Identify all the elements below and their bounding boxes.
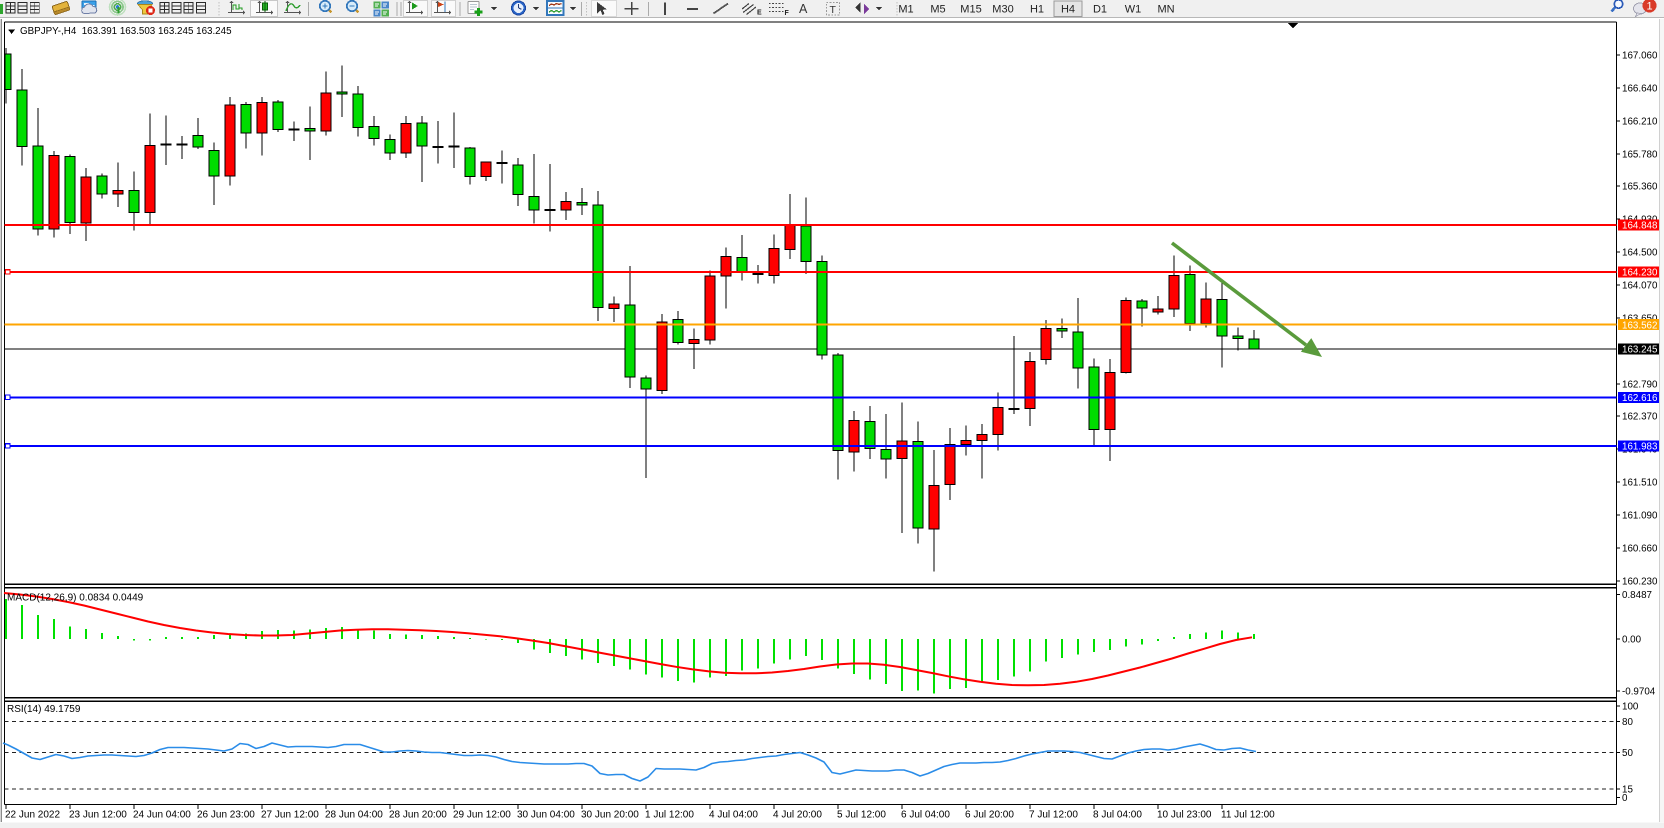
svg-text:164.230: 164.230 [1622,268,1658,279]
svg-text:100: 100 [1622,702,1639,713]
svg-text:A: A [799,2,808,16]
svg-text:M15: M15 [960,4,981,16]
svg-text:162.370: 162.370 [1622,412,1658,423]
svg-text:161.983: 161.983 [1622,442,1658,453]
svg-text:80: 80 [1622,717,1633,728]
svg-text:M30: M30 [992,4,1013,16]
svg-text:164.500: 164.500 [1622,248,1658,259]
svg-text:161.090: 161.090 [1622,511,1658,522]
svg-text:24 Jun 04:00: 24 Jun 04:00 [133,810,191,821]
svg-text:162.790: 162.790 [1622,380,1658,391]
svg-text:163.245: 163.245 [1622,344,1658,355]
svg-text:E: E [757,10,762,17]
svg-text:T: T [830,4,837,16]
svg-text:50: 50 [1622,748,1633,759]
svg-text:11 Jul 12:00: 11 Jul 12:00 [1221,810,1275,821]
svg-text:163.562: 163.562 [1622,320,1657,331]
svg-text:161.510: 161.510 [1622,478,1658,489]
svg-text:15: 15 [1622,785,1633,796]
svg-text:5 Jul 12:00: 5 Jul 12:00 [837,810,886,821]
svg-text:8 Jul 04:00: 8 Jul 04:00 [1093,810,1142,821]
svg-text:1 Jul 12:00: 1 Jul 12:00 [645,810,694,821]
svg-text:29 Jun 12:00: 29 Jun 12:00 [453,810,511,821]
svg-text:167.060: 167.060 [1622,51,1658,62]
svg-text:28 Jun 20:00: 28 Jun 20:00 [389,810,447,821]
svg-text:4 Jul 04:00: 4 Jul 04:00 [709,810,758,821]
svg-text:27 Jun 12:00: 27 Jun 12:00 [261,810,319,821]
svg-text:MACD(12,26,9) 0.0834 0.0449: MACD(12,26,9) 0.0834 0.0449 [7,593,144,604]
svg-text:1: 1 [1646,1,1652,13]
svg-text:MN: MN [1157,4,1174,16]
svg-text:0: 0 [1622,793,1628,804]
svg-text:164.070: 164.070 [1622,281,1658,292]
svg-text:RSI(14) 49.1759: RSI(14) 49.1759 [7,704,81,715]
svg-text:GBPJPY-,H4 163.391 163.503 16: GBPJPY-,H4 163.391 163.503 163.245 163.2… [20,26,232,37]
svg-text:H4: H4 [1061,4,1075,16]
svg-text:10 Jul 23:00: 10 Jul 23:00 [1157,810,1212,821]
svg-text:22 Jun 2022: 22 Jun 2022 [5,810,60,821]
svg-text:W1: W1 [1125,4,1142,16]
svg-text:M5: M5 [930,4,945,16]
svg-text:M1: M1 [898,4,913,16]
svg-text:0.8487: 0.8487 [1622,590,1652,601]
svg-text:4 Jul 20:00: 4 Jul 20:00 [773,810,822,821]
svg-text:166.210: 166.210 [1622,117,1658,128]
svg-text:163.650: 163.650 [1622,314,1658,325]
svg-text:30 Jun 20:00: 30 Jun 20:00 [581,810,639,821]
svg-text:6 Jul 04:00: 6 Jul 04:00 [901,810,950,821]
svg-text:23 Jun 12:00: 23 Jun 12:00 [69,810,127,821]
svg-text:D1: D1 [1093,4,1107,16]
svg-text:0.00: 0.00 [1622,634,1642,645]
svg-text:F: F [785,10,790,17]
svg-text:160.230: 160.230 [1622,577,1658,588]
svg-text:28 Jun 04:00: 28 Jun 04:00 [325,810,383,821]
svg-text:165.780: 165.780 [1622,150,1658,161]
svg-text:164.848: 164.848 [1622,220,1658,231]
svg-text:26 Jun 23:00: 26 Jun 23:00 [197,810,255,821]
svg-text:162.616: 162.616 [1622,393,1658,404]
svg-text:7 Jul 12:00: 7 Jul 12:00 [1029,810,1078,821]
svg-text:160.660: 160.660 [1622,544,1658,555]
svg-text:165.360: 165.360 [1622,182,1658,193]
svg-text:-0.9704: -0.9704 [1622,686,1656,697]
svg-text:166.640: 166.640 [1622,84,1658,95]
svg-text:30 Jun 04:00: 30 Jun 04:00 [517,810,575,821]
svg-text:H1: H1 [1030,4,1044,16]
svg-text:6 Jul 20:00: 6 Jul 20:00 [965,810,1014,821]
